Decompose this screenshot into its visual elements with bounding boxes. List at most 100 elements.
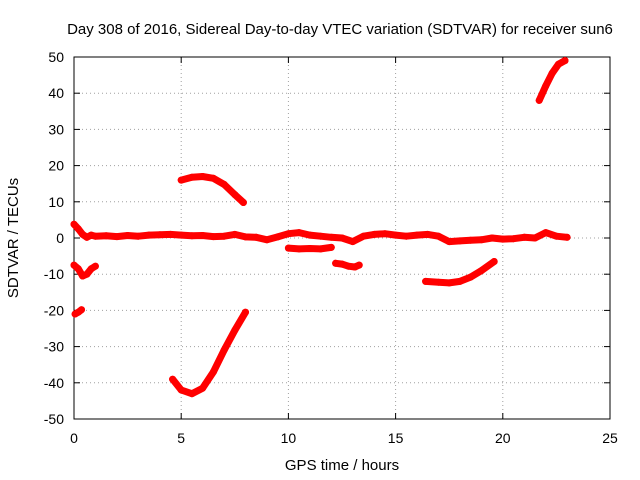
y-tick-label: -10 — [44, 266, 64, 282]
data-point — [552, 232, 560, 240]
data-point — [381, 230, 389, 238]
data-point — [392, 231, 400, 239]
data-point — [510, 235, 517, 243]
x-tick-label: 15 — [388, 430, 404, 446]
data-point — [317, 232, 325, 240]
data-point — [295, 245, 303, 253]
data-point — [134, 232, 142, 240]
data-point — [520, 233, 528, 241]
data-point — [102, 232, 110, 240]
data-point — [456, 277, 464, 285]
y-tick-label: -40 — [44, 375, 64, 391]
y-tick-label: 50 — [48, 49, 64, 65]
y-tick-label: 30 — [48, 121, 64, 137]
y-tick-label: -50 — [44, 411, 64, 427]
data-point — [124, 232, 132, 239]
data-point — [199, 232, 207, 239]
data-point — [355, 261, 363, 269]
data-point — [332, 259, 340, 267]
data-point — [563, 233, 571, 241]
data-point — [263, 236, 271, 244]
data-point — [327, 243, 335, 251]
x-axis-label: GPS time / hours — [285, 457, 399, 474]
data-point — [220, 180, 228, 188]
data-series — [70, 57, 571, 398]
data-point — [242, 233, 249, 241]
data-point — [177, 176, 185, 184]
data-point — [306, 245, 314, 252]
data-point — [252, 233, 260, 241]
data-point — [188, 390, 196, 398]
data-point — [344, 262, 352, 270]
data-point — [477, 267, 485, 275]
data-point — [209, 368, 217, 376]
data-point — [349, 238, 357, 246]
y-tick-label: -30 — [44, 339, 64, 355]
series-trace-arc-4-8-negative — [169, 308, 249, 398]
data-point — [535, 96, 543, 104]
data-point — [422, 277, 430, 285]
data-point — [78, 306, 85, 314]
data-point — [188, 232, 196, 240]
data-point — [177, 231, 185, 239]
y-tick-label: 0 — [56, 230, 64, 246]
data-point — [83, 270, 91, 278]
data-point — [548, 69, 556, 77]
data-point — [542, 229, 550, 237]
data-point — [91, 232, 99, 240]
data-point — [220, 232, 228, 240]
data-point — [284, 230, 292, 238]
data-point — [327, 233, 335, 241]
data-point — [402, 232, 410, 240]
x-tick-label: 20 — [495, 430, 511, 446]
y-tick-label: -20 — [44, 302, 64, 318]
data-point — [555, 60, 562, 68]
data-point — [467, 236, 475, 244]
data-point — [113, 233, 121, 241]
data-point — [167, 230, 174, 238]
data-point — [91, 262, 99, 270]
data-point — [188, 173, 196, 181]
data-point — [445, 238, 453, 246]
data-point — [199, 384, 207, 392]
data-point — [169, 375, 177, 383]
data-point — [239, 199, 247, 206]
data-point — [231, 230, 239, 238]
data-point — [435, 232, 442, 240]
x-tick-label: 0 — [70, 430, 78, 446]
data-point — [177, 386, 185, 394]
data-point — [306, 231, 314, 239]
x-tick-label: 25 — [602, 430, 618, 446]
y-tick-label: 10 — [48, 194, 64, 210]
data-point — [209, 174, 217, 182]
data-point — [531, 234, 539, 242]
data-point — [435, 278, 442, 286]
data-point — [209, 233, 217, 241]
data-point — [317, 245, 325, 253]
data-point — [413, 231, 421, 239]
chart-title: Day 308 of 2016, Sidereal Day-to-day VTE… — [67, 21, 613, 38]
data-point — [70, 220, 78, 228]
y-tick-label: 40 — [48, 85, 64, 101]
data-point — [156, 231, 164, 239]
data-point — [424, 230, 432, 238]
data-point — [74, 225, 82, 233]
data-point — [542, 82, 550, 90]
data-point — [231, 191, 239, 199]
data-point — [488, 234, 496, 242]
axis-ticks: 0 5 10 15 20 25 -50 -40 -30 -20 -10 0 10 20 30 40 50 — [44, 49, 618, 446]
data-point — [499, 235, 507, 243]
data-point — [445, 279, 453, 287]
data-point — [490, 258, 498, 265]
y-tick-label: 20 — [48, 158, 64, 174]
x-tick-label: 10 — [281, 430, 297, 446]
data-point — [220, 346, 228, 354]
data-point — [477, 236, 485, 244]
data-point — [338, 234, 346, 242]
data-point — [74, 265, 82, 273]
data-point — [284, 244, 292, 252]
data-point — [467, 273, 475, 281]
data-point — [338, 260, 346, 268]
data-point — [242, 308, 249, 316]
